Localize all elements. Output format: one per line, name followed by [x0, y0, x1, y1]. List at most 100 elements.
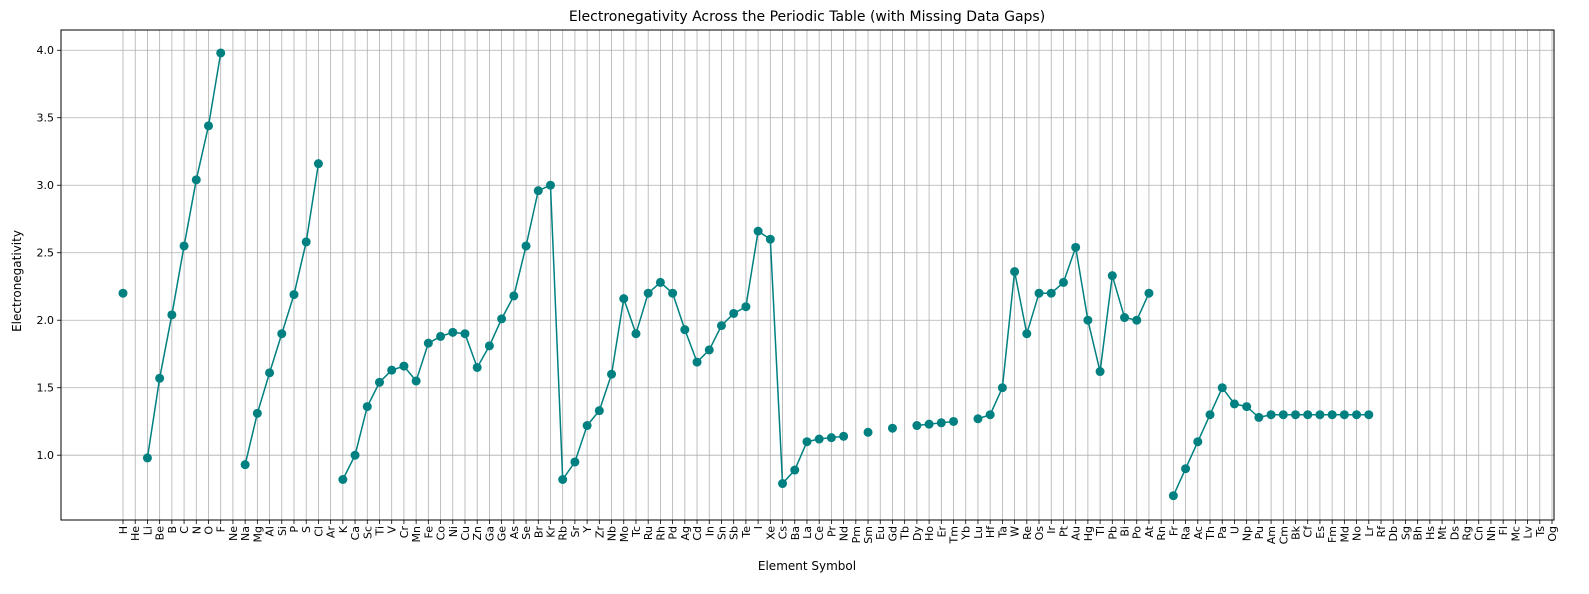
data-point-Ir	[1046, 288, 1056, 298]
x-tick-label: Ds	[1448, 526, 1461, 540]
data-point-Ho	[924, 419, 934, 429]
x-tick-label: At	[1143, 525, 1156, 537]
data-point-Pb	[1107, 271, 1117, 281]
x-tick-label: C	[178, 526, 191, 534]
data-point-Zr	[594, 406, 604, 416]
x-tick-label: Cd	[691, 526, 704, 541]
x-tick-label: Ti	[373, 526, 386, 536]
data-point-In	[704, 345, 714, 355]
data-point-I	[753, 226, 763, 236]
y-tick-label: 3.0	[37, 179, 55, 192]
x-tick-label: Bh	[1412, 526, 1425, 541]
data-point-Md	[1339, 410, 1349, 420]
x-tick-label: Fe	[422, 526, 435, 539]
x-tick-label: Sb	[728, 526, 741, 540]
x-tick-label: Ru	[642, 526, 655, 540]
x-tick-label: H	[117, 526, 130, 534]
x-tick-label: Bk	[1290, 525, 1303, 540]
y-axis-label: Electronegativity	[10, 230, 24, 332]
x-tick-label: Be	[154, 526, 167, 541]
x-tick-label: Po	[1131, 526, 1144, 539]
data-point-Fm	[1327, 410, 1337, 420]
data-point-Nb	[607, 369, 617, 379]
data-point-Au	[1071, 242, 1081, 252]
x-tick-label: Sm	[862, 526, 875, 544]
x-tick-label: Fm	[1326, 526, 1339, 543]
x-tick-label: Al	[264, 526, 277, 537]
x-tick-label: Ge	[496, 526, 509, 542]
data-point-Mg	[252, 408, 262, 418]
data-point-Fe	[423, 338, 433, 348]
x-tick-label: Cn	[1473, 526, 1486, 541]
data-point-Os	[1034, 288, 1044, 298]
x-tick-label: Pt	[1057, 525, 1070, 537]
data-point-Bk	[1291, 410, 1301, 420]
y-tick-label: 2.5	[37, 247, 55, 260]
data-point-Ba	[790, 465, 800, 475]
plot-frame	[60, 29, 1555, 521]
x-tick-label: Mt	[1436, 525, 1449, 539]
data-point-Co	[436, 331, 446, 341]
x-tick-label: Tm	[948, 526, 961, 544]
data-point-S	[301, 237, 311, 247]
x-tick-label: Tb	[899, 526, 912, 541]
x-tick-label: K	[337, 525, 350, 533]
x-tick-label: F	[215, 526, 228, 532]
x-tick-label: Cl	[312, 526, 325, 537]
data-point-P	[289, 290, 299, 300]
x-tick-label: Pu	[1253, 526, 1266, 539]
series-line-segment	[342, 184, 844, 486]
x-tick-label: Rb	[557, 526, 570, 541]
x-tick-label: Cu	[459, 526, 472, 541]
data-point-Cs	[778, 479, 788, 489]
x-tick-label: S	[300, 526, 313, 533]
x-tick-label: Si	[276, 526, 289, 536]
data-point-Te	[741, 302, 751, 312]
x-tick-label: Mo	[618, 526, 631, 542]
x-tick-label: Ga	[483, 526, 496, 541]
x-tick-label: P	[288, 526, 301, 533]
data-point-V	[387, 365, 397, 375]
x-tick-label: Pd	[667, 526, 680, 540]
x-tick-label: Rg	[1461, 526, 1474, 541]
x-tick-label: Se	[520, 526, 533, 540]
x-tick-label: Co	[435, 526, 448, 541]
data-point-Si	[277, 329, 287, 339]
data-point-Ta	[997, 383, 1007, 393]
data-point-Cl	[313, 159, 323, 169]
data-point-Mn	[411, 376, 421, 386]
x-tick-label: Cr	[398, 526, 411, 539]
data-point-W	[1010, 267, 1020, 277]
x-tick-label: Tl	[1094, 526, 1107, 537]
data-point-Er	[936, 418, 946, 428]
data-point-Pd	[668, 288, 678, 298]
data-point-Ge	[497, 314, 507, 324]
data-point-Tc	[631, 329, 641, 339]
data-point-Sn	[716, 321, 726, 331]
x-tick-label: Mg	[251, 526, 264, 542]
x-tick-label: Db	[1387, 526, 1400, 541]
grid	[61, 30, 1554, 520]
data-point-Xe	[765, 234, 775, 244]
data-point-O	[203, 121, 213, 131]
data-point-Es	[1315, 410, 1325, 420]
data-point-Ti	[374, 377, 384, 387]
x-tick-label: Na	[239, 526, 252, 541]
data-point-Se	[521, 241, 531, 251]
x-tick-label: No	[1351, 526, 1364, 541]
data-point-Sb	[729, 308, 739, 318]
x-tick-label: Rn	[1155, 526, 1168, 541]
x-tick-label: Ts	[1534, 526, 1547, 538]
x-tick-label: Mn	[410, 526, 423, 542]
x-tick-label: Hf	[984, 525, 997, 538]
data-point-Li	[142, 453, 152, 463]
x-tick-label: Gd	[886, 526, 899, 542]
x-tick-label: Og	[1546, 526, 1559, 542]
x-tick-label: Tc	[630, 526, 643, 538]
data-point-Ac	[1193, 437, 1203, 447]
data-point-Cf	[1303, 410, 1313, 420]
data-point-Pr	[826, 433, 836, 443]
x-tick-label: As	[508, 526, 521, 540]
data-point-Cm	[1278, 410, 1288, 420]
x-tick-label: Sc	[361, 526, 374, 539]
